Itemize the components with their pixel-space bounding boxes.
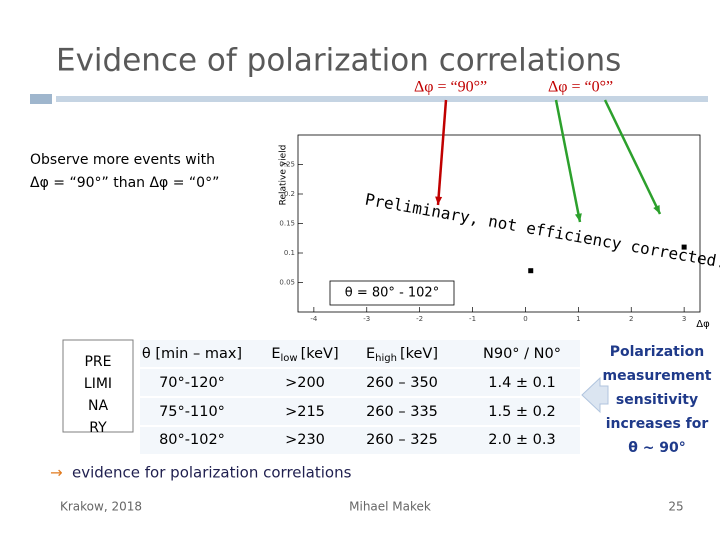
x-tick-label: -4 xyxy=(310,315,318,323)
x-tick-label: -3 xyxy=(363,315,370,323)
y-tick-label: 0.05 xyxy=(279,279,295,287)
title-rule xyxy=(56,96,708,102)
table-cell: >200 xyxy=(285,375,325,391)
y-tick-label: 0.1 xyxy=(284,249,295,257)
observation: Observe more events with xyxy=(30,152,215,168)
title: Evidence of polarization correlations xyxy=(56,43,621,79)
side-note-line: sensitivity xyxy=(616,392,698,408)
callout-0: Δφ = “0°” xyxy=(548,79,613,96)
header-unit: [keV] xyxy=(400,346,438,362)
table: θ [min – max]Elow[keV]Ehigh[keV]N90° / N… xyxy=(140,340,580,454)
x-tick-label: 2 xyxy=(629,315,633,323)
header-main: E xyxy=(366,346,375,362)
table-header: θ [min – max] xyxy=(142,346,242,362)
y-tick-label: 0.15 xyxy=(279,220,295,228)
title-accent xyxy=(30,94,52,104)
header-sub: low xyxy=(281,353,298,364)
header-sub: high xyxy=(375,353,397,364)
table-cell: 70°-120° xyxy=(159,375,225,391)
table-cell: 2.0 ± 0.3 xyxy=(488,432,556,448)
side-note-line: increases for xyxy=(606,416,709,432)
x-tick-label: 1 xyxy=(576,315,580,323)
preliminary-text: RY xyxy=(89,420,107,436)
page-number: 25 xyxy=(668,500,683,514)
side-note-line: θ ~ 90° xyxy=(628,440,686,456)
table-cell: 1.5 ± 0.2 xyxy=(488,404,556,420)
table-cell: 260 – 350 xyxy=(366,375,438,391)
conclusion: evidence for polarization correlations xyxy=(72,464,352,482)
observation: Δφ = “90°” than Δφ = “0°” xyxy=(30,175,219,191)
x-tick-label: 3 xyxy=(682,315,686,323)
preliminary-text: LIMI xyxy=(84,376,112,392)
side-note-line: Polarization xyxy=(610,344,705,360)
preliminary-text: NA xyxy=(88,398,108,414)
callout-90: Δφ = “90°” xyxy=(414,79,487,96)
x-tick-label: -2 xyxy=(416,315,423,323)
x-axis-label: Δφ xyxy=(696,319,710,330)
x-tick-label: -1 xyxy=(469,315,476,323)
table-cell: >215 xyxy=(285,404,325,420)
table-cell: 80°-102° xyxy=(159,432,225,448)
x-tick-label: 0 xyxy=(523,315,527,323)
range-label: θ = 80° - 102° xyxy=(345,286,439,301)
table-header: N90° / N0° xyxy=(483,346,561,362)
table-cell: 75°-110° xyxy=(159,404,225,420)
header-unit: [keV] xyxy=(301,346,339,362)
table-cell: 1.4 ± 0.1 xyxy=(488,375,556,391)
y-tick-label: 0.2 xyxy=(284,190,295,198)
header-main: E xyxy=(271,346,280,362)
y-tick-label: 0.25 xyxy=(279,161,295,169)
footer-center: Mihael Makek xyxy=(349,500,431,514)
footer-left: Krakow, 2018 xyxy=(60,500,142,514)
data-point xyxy=(528,268,533,273)
side-note-line: measurement xyxy=(603,368,712,384)
arrow-icon: → xyxy=(50,464,63,482)
table-cell: 260 – 335 xyxy=(366,404,438,420)
table-cell: 260 – 325 xyxy=(366,432,438,448)
preliminary-text: PRE xyxy=(84,354,111,370)
table-cell: >230 xyxy=(285,432,325,448)
